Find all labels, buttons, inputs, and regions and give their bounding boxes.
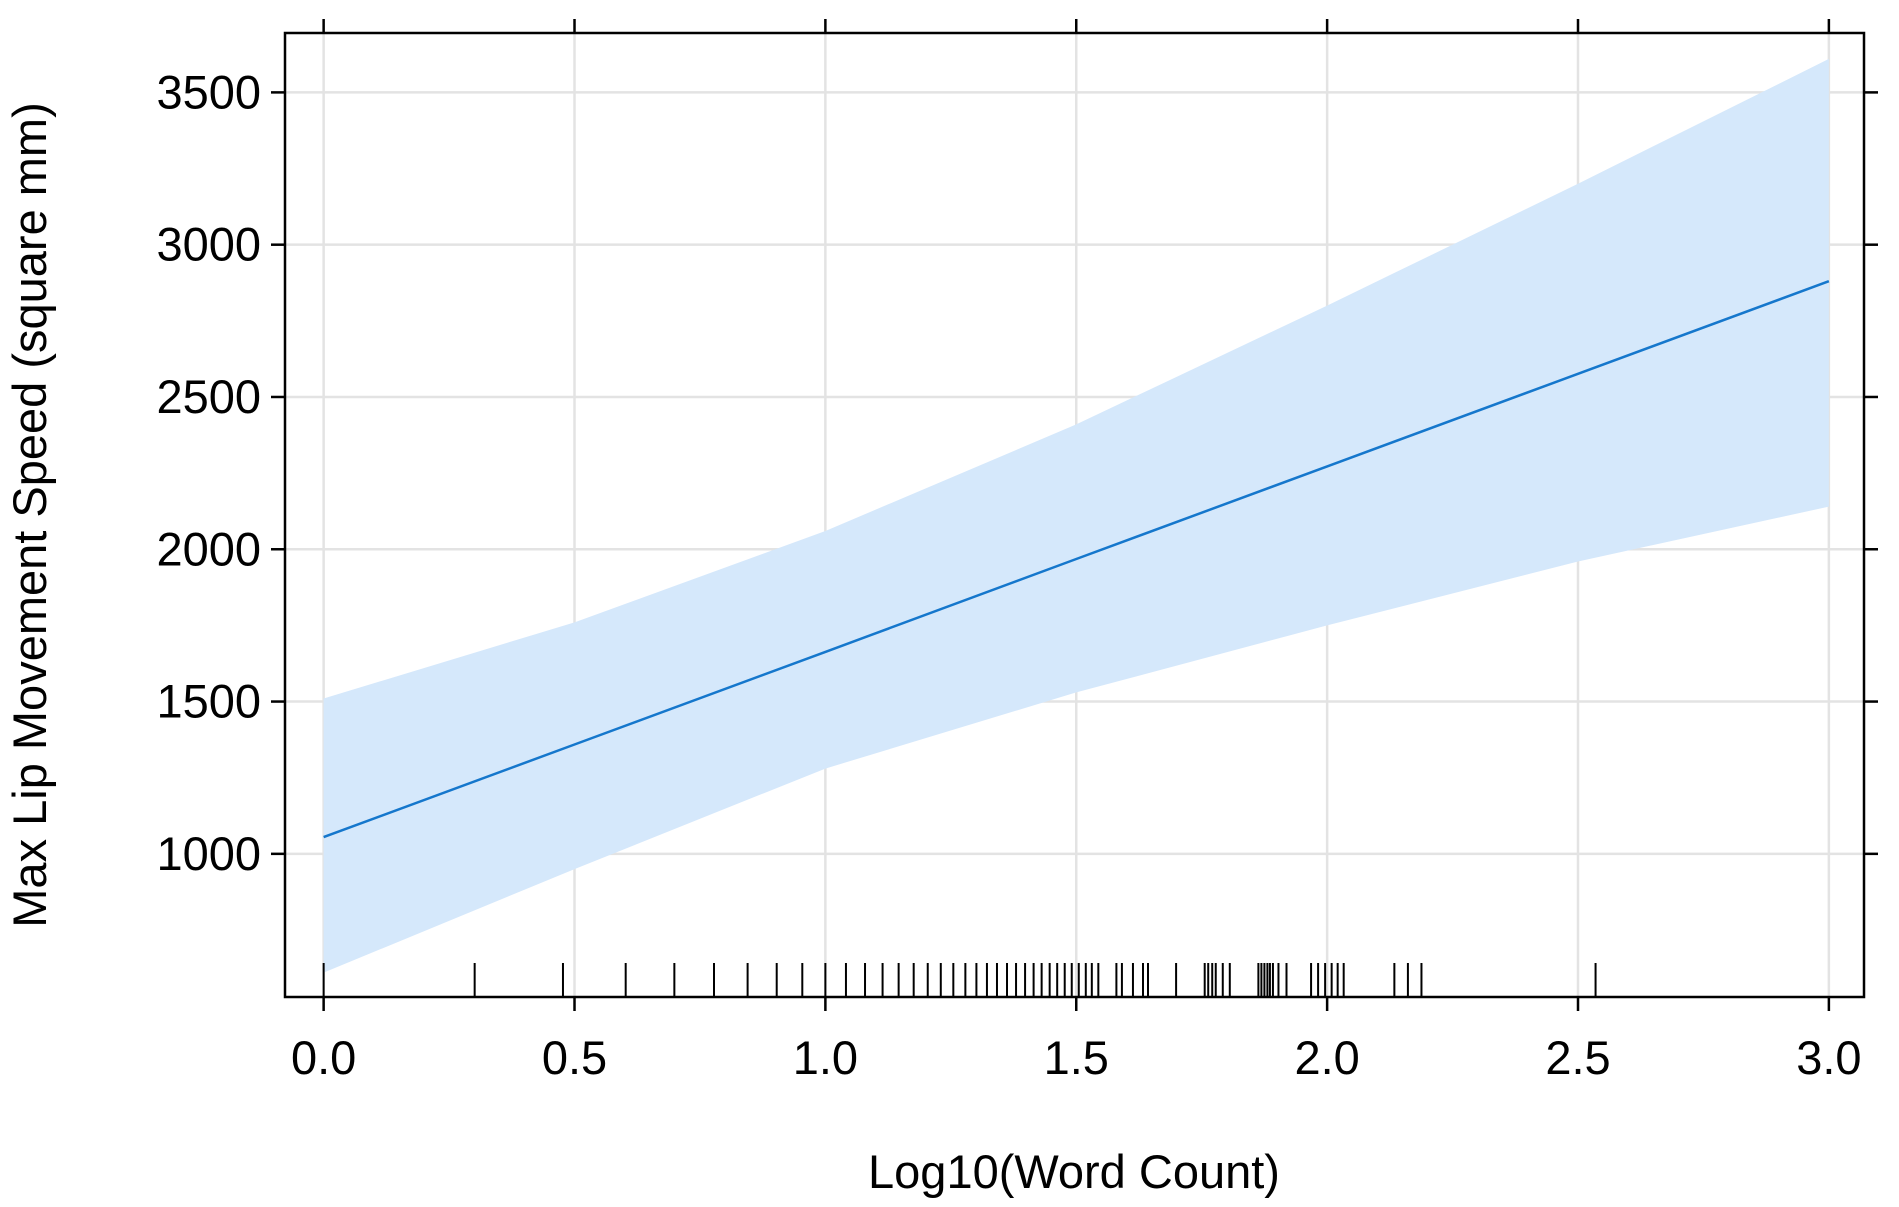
x-tick-label: 0.0 [291,1031,356,1084]
x-tick-label: 3.0 [1796,1031,1861,1084]
x-tick-label: 0.5 [542,1031,607,1084]
x-tick-label: 1.5 [1044,1031,1109,1084]
y-tick-label: 3000 [156,218,261,271]
y-tick-label: 1000 [156,827,261,880]
x-tick-label: 2.5 [1545,1031,1610,1084]
fit-line [323,280,1830,839]
x-tick-label: 2.0 [1294,1031,1359,1084]
confidence-band [323,58,1829,973]
y-tick-label: 2000 [156,522,261,575]
x-tick-label: 1.0 [793,1031,858,1084]
plot-frame [283,31,1866,999]
y-tick-label: 2500 [156,370,261,423]
x-axis-label: Log10(Word Count) [868,1145,1280,1198]
y-tick-label: 3500 [156,65,261,118]
y-axis-label: Max Lip Movement Speed (square mm) [3,102,56,927]
y-tick-label: 1500 [156,675,261,728]
